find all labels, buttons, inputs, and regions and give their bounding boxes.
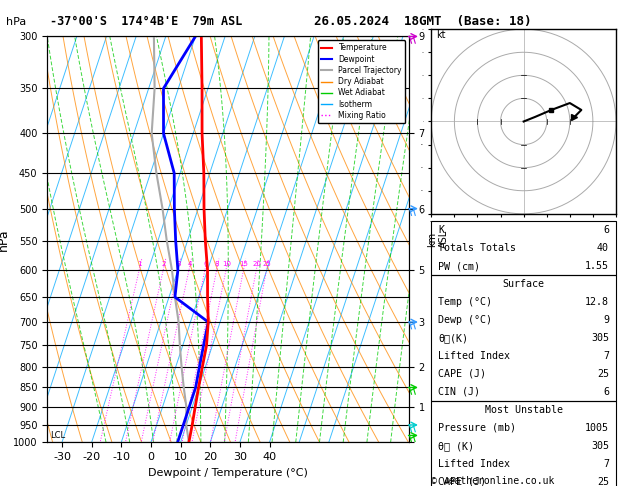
Text: θᴄ(K): θᴄ(K)	[438, 333, 468, 343]
Text: 8: 8	[215, 261, 220, 267]
Y-axis label: hPa: hPa	[0, 228, 10, 251]
Text: 7: 7	[603, 351, 609, 361]
Text: 10: 10	[222, 261, 231, 267]
Text: Lifted Index: Lifted Index	[438, 351, 510, 361]
Text: 20: 20	[252, 261, 261, 267]
Text: LCL: LCL	[50, 431, 65, 440]
Text: 25: 25	[597, 477, 609, 486]
Text: 305: 305	[591, 333, 609, 343]
Text: θᴄ (K): θᴄ (K)	[438, 441, 474, 451]
Text: PW (cm): PW (cm)	[438, 261, 481, 271]
Text: Totals Totals: Totals Totals	[438, 243, 516, 253]
Text: kt: kt	[436, 31, 445, 40]
Text: Temp (°C): Temp (°C)	[438, 297, 493, 307]
Text: 1005: 1005	[585, 423, 609, 433]
Text: K: K	[438, 225, 444, 235]
Text: 40: 40	[597, 243, 609, 253]
Text: 26.05.2024  18GMT  (Base: 18): 26.05.2024 18GMT (Base: 18)	[314, 15, 532, 28]
Text: 1.55: 1.55	[585, 261, 609, 271]
Text: Pressure (mb): Pressure (mb)	[438, 423, 516, 433]
Text: 2: 2	[162, 261, 166, 267]
Text: 305: 305	[591, 441, 609, 451]
Text: Dewp (°C): Dewp (°C)	[438, 315, 493, 325]
Text: 6: 6	[603, 387, 609, 397]
Text: 25: 25	[262, 261, 271, 267]
Text: 9: 9	[603, 315, 609, 325]
Legend: Temperature, Dewpoint, Parcel Trajectory, Dry Adiabat, Wet Adiabat, Isotherm, Mi: Temperature, Dewpoint, Parcel Trajectory…	[318, 40, 405, 123]
Text: 6: 6	[203, 261, 208, 267]
Text: Surface: Surface	[503, 279, 545, 289]
Text: hPa: hPa	[6, 17, 26, 27]
Text: 3: 3	[176, 261, 181, 267]
Text: CIN (J): CIN (J)	[438, 387, 481, 397]
Text: 12.8: 12.8	[585, 297, 609, 307]
Text: CAPE (J): CAPE (J)	[438, 369, 486, 379]
Text: 25: 25	[597, 369, 609, 379]
Text: 1: 1	[138, 261, 142, 267]
Text: Lifted Index: Lifted Index	[438, 459, 510, 469]
Y-axis label: km
ASL: km ASL	[428, 230, 449, 248]
Text: © weatheronline.co.uk: © weatheronline.co.uk	[431, 476, 554, 486]
Text: 4: 4	[187, 261, 192, 267]
Text: 15: 15	[240, 261, 248, 267]
Text: -37°00'S  174°4B'E  79m ASL: -37°00'S 174°4B'E 79m ASL	[50, 15, 243, 28]
Text: Most Unstable: Most Unstable	[484, 405, 563, 415]
Text: 6: 6	[603, 225, 609, 235]
X-axis label: Dewpoint / Temperature (°C): Dewpoint / Temperature (°C)	[148, 468, 308, 478]
Text: 7: 7	[603, 459, 609, 469]
Text: CAPE (J): CAPE (J)	[438, 477, 486, 486]
